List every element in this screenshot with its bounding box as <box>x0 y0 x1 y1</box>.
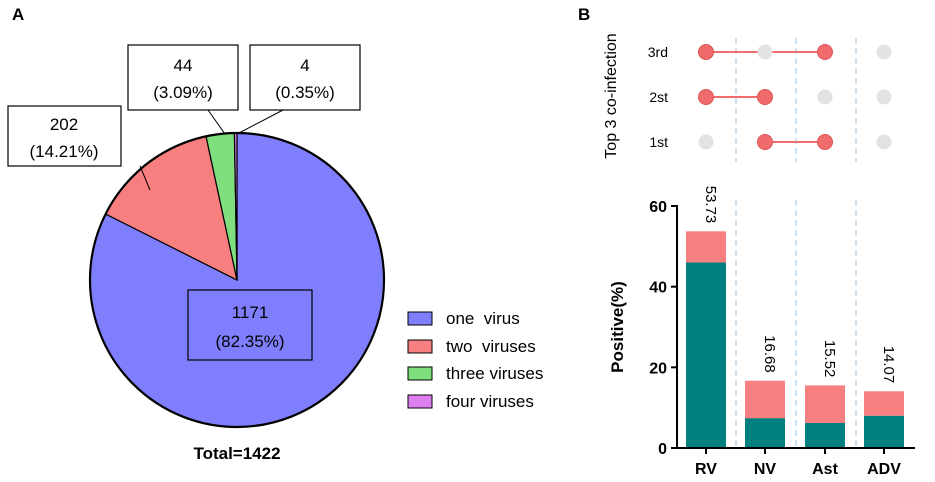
total-label: Total=1422 <box>193 444 280 463</box>
x-tick-label: Ast <box>812 461 838 478</box>
callout-line-three <box>207 109 226 135</box>
panel-b-letter: B <box>578 5 590 24</box>
matrix-dot-adv <box>876 89 892 105</box>
legend-label-four: four viruses <box>446 392 534 411</box>
bar-adv-coinfection <box>864 391 904 416</box>
pie-outline <box>88 131 386 429</box>
matrix-dot-nv <box>757 89 773 105</box>
legend-label-three: three viruses <box>446 364 543 383</box>
bar-total-label: 53.73 <box>702 186 719 224</box>
matrix-dot-rv <box>698 44 714 60</box>
matrix-dot-ast <box>817 134 833 150</box>
y-tick-label: 60 <box>649 199 667 216</box>
legend-label-two: two viruses <box>446 337 536 356</box>
matrix-dot-nv <box>757 44 773 60</box>
matrix-dot-adv <box>876 44 892 60</box>
callout-count-four: 4 <box>300 56 309 75</box>
callout-pct-two: (14.21%) <box>30 142 99 161</box>
bar-ast-coinfection <box>805 385 845 423</box>
panel-a-letter: A <box>12 5 24 24</box>
callout-box-four <box>249 44 361 111</box>
bar-nv-single <box>745 418 785 448</box>
callout-count-two: 202 <box>50 115 78 134</box>
matrix-dot-nv <box>757 134 773 150</box>
matrix-dot-rv <box>698 89 714 105</box>
bar-rv-single <box>686 262 726 448</box>
callout-box-three <box>127 44 239 111</box>
bar-ast-single <box>805 422 845 448</box>
matrix-dot-ast <box>817 44 833 60</box>
callout-line-four <box>236 109 284 135</box>
callout-box-two <box>7 105 122 167</box>
callout-line-two <box>139 165 151 191</box>
bar-ylabel: Positive(%) <box>608 281 627 373</box>
y-tick-label: 0 <box>658 441 667 458</box>
matrix-title: Top 3 co-infection <box>603 33 620 158</box>
bar-total-label: 15.52 <box>821 340 838 378</box>
callout-count-three: 44 <box>174 56 193 75</box>
legend-swatch-four <box>407 394 433 409</box>
matrix-dot-rv <box>698 134 714 150</box>
matrix-dot-adv <box>876 134 892 150</box>
bar-total-label: 16.68 <box>761 335 778 373</box>
bar-nv-coinfection <box>745 380 785 419</box>
callout-pct-one: (82.35%) <box>216 332 285 351</box>
x-tick-label: RV <box>695 461 717 478</box>
bar-chart: 53.73 RV 16.68 NV 15.52 Ast 14.07 ADV 0 20 40 60 <box>649 186 915 478</box>
callout-pct-four: (0.35%) <box>275 83 335 102</box>
matrix-row-label: 2st <box>649 89 668 105</box>
matrix-dot-ast <box>817 89 833 105</box>
callout-box-one <box>187 289 313 361</box>
x-tick-label: NV <box>754 461 777 478</box>
legend-swatch-two <box>407 339 433 354</box>
matrix-row-label: 1st <box>649 134 668 150</box>
callout-pct-three: (3.09%) <box>153 83 213 102</box>
callout-count-one: 1171 <box>232 303 269 322</box>
pie-chart <box>88 131 386 429</box>
bar-rv-coinfection <box>686 231 726 263</box>
x-tick-label: ADV <box>867 461 901 478</box>
bar-total-label: 14.07 <box>880 346 897 384</box>
legend-swatch-one <box>407 311 433 326</box>
legend-swatch-three <box>407 366 433 381</box>
y-tick-label: 40 <box>649 280 667 297</box>
matrix-row-label: 3rd <box>648 44 668 60</box>
co-infection-matrix: 3rd 2st 1st <box>648 38 892 162</box>
legend-label-one: one virus <box>446 309 520 328</box>
y-tick-label: 20 <box>649 360 667 377</box>
bar-adv-single <box>864 415 904 448</box>
